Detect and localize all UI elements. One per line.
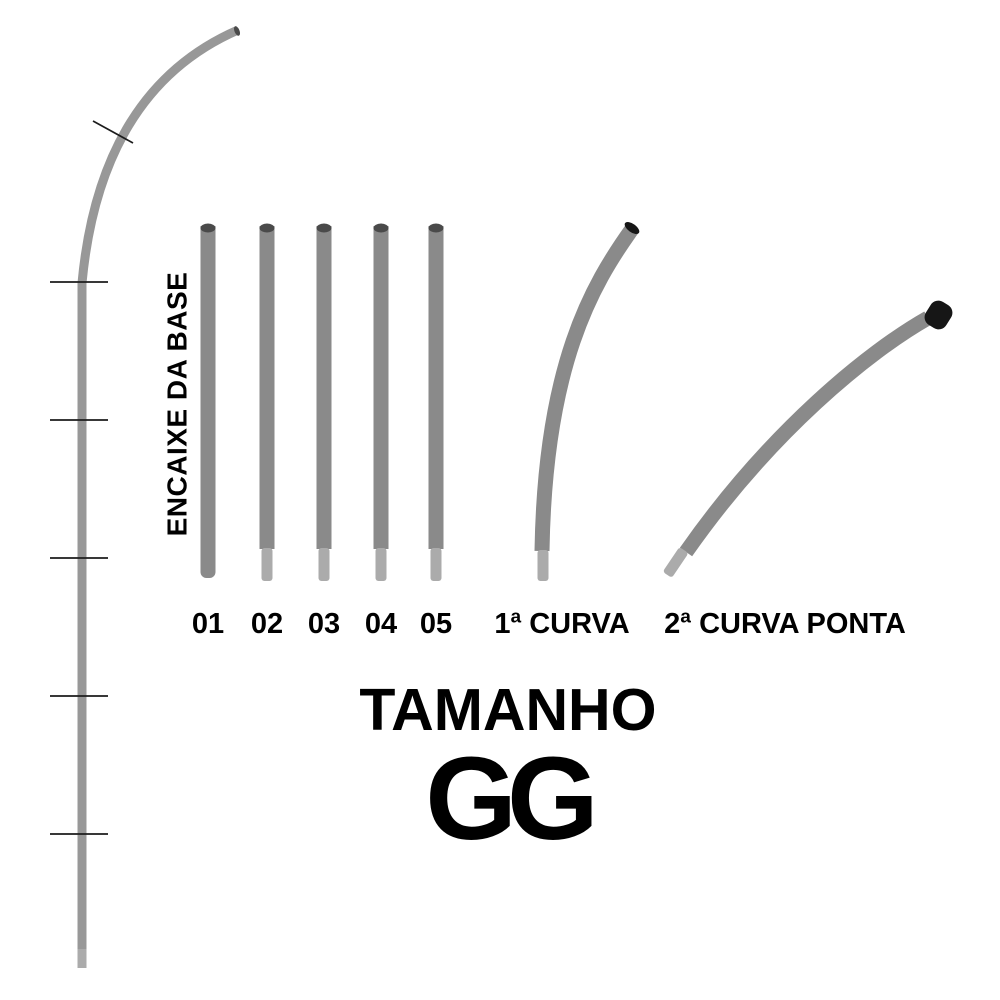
segment-label: 01	[192, 608, 224, 640]
segment-ferrule-tips	[261, 548, 442, 581]
segment-ferrule-tip	[375, 548, 387, 581]
segment-top-cap	[200, 223, 216, 233]
second-curve-knob-cap	[924, 300, 953, 330]
segment-top-caps	[200, 223, 444, 233]
segment-bar-body	[200, 226, 216, 571]
first-curve-segment	[534, 221, 640, 581]
segment-ferrule-tip	[318, 548, 330, 581]
second-curve-segment	[663, 300, 953, 577]
assembled-pole-shaft	[77, 25, 240, 951]
pole-joint-ticks	[50, 120, 134, 835]
second-curve-ferrule-tip	[663, 548, 688, 577]
first-curve-label: 1ª CURVA	[494, 608, 629, 640]
segment-label: 04	[365, 608, 397, 640]
segment-bar-body	[428, 226, 444, 549]
segment-ferrule-tip	[261, 548, 273, 581]
base-fitting-label: ENCAIXE DA BASE	[162, 272, 193, 537]
joint-tick	[92, 120, 134, 144]
assembled-pole-top-cap	[233, 26, 241, 36]
segment-label: 05	[420, 608, 452, 640]
segment-bars	[200, 226, 444, 578]
segment-top-cap	[373, 223, 389, 233]
segment-bar-body	[373, 226, 389, 549]
segment-label: 03	[308, 608, 340, 640]
segment-bar-body	[259, 226, 275, 549]
segment-bar-body-rounded-end	[200, 564, 216, 578]
segment-top-cap	[316, 223, 332, 233]
segment-ferrule-tip	[430, 548, 442, 581]
second-curve-tube	[679, 311, 932, 557]
size-title: TAMANHO	[359, 677, 656, 743]
segment-top-cap	[259, 223, 275, 233]
segment-bar-body	[316, 226, 332, 549]
labels-layer: ENCAIXE DA BASE 01 02 03 04 05 1ª CURVA …	[162, 272, 906, 865]
first-curve-end-cap	[624, 221, 640, 235]
first-curve-ferrule-tip	[537, 550, 549, 581]
size-value: GG	[425, 733, 592, 865]
second-curve-label: 2ª CURVA PONTA	[664, 608, 906, 640]
assembled-pole	[77, 25, 241, 968]
segment-label: 02	[251, 608, 283, 640]
first-curve-tube	[534, 224, 639, 552]
segment-top-cap	[428, 223, 444, 233]
